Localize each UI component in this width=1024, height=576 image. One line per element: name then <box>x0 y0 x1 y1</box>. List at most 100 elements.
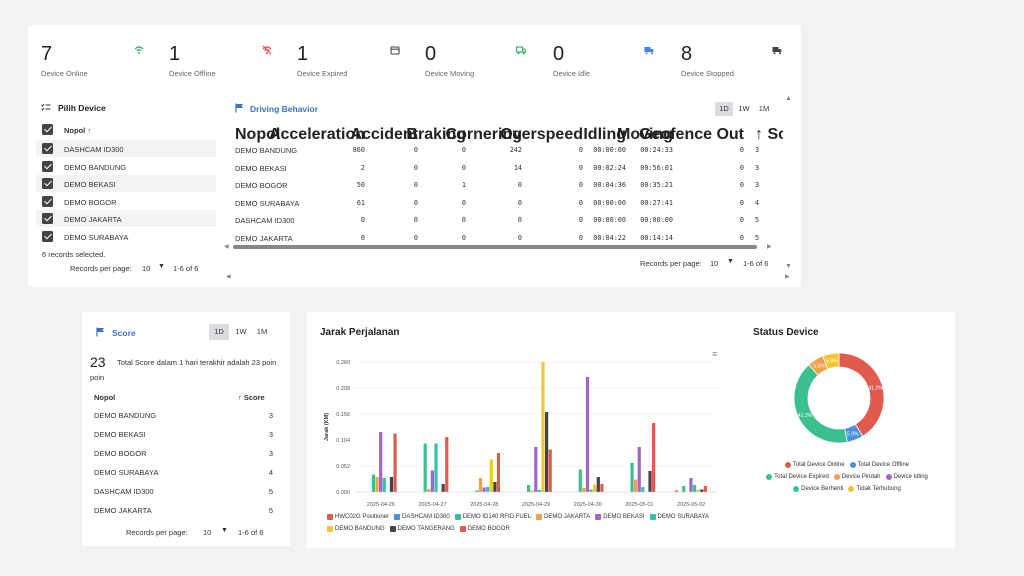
table-row[interactable]: DEMO BANDUNG 860 0 0 242 0 00:00:00 00:24:33 0 3 <box>223 143 783 160</box>
bar[interactable] <box>593 484 597 493</box>
list-item[interactable]: DASHCAM ID300 <box>36 140 216 157</box>
row-checkbox[interactable] <box>42 230 53 242</box>
bar[interactable] <box>700 489 704 493</box>
bar[interactable] <box>527 485 531 492</box>
donut-slice[interactable] <box>822 352 840 370</box>
legend-item[interactable]: DEMO JAKARTA <box>536 512 590 522</box>
table-row[interactable]: DEMO JAKARTA 5 <box>82 503 290 521</box>
menu-icon[interactable]: ≡ <box>712 349 718 359</box>
column-header[interactable]: Accident <box>350 126 418 143</box>
select-all-checkbox[interactable] <box>42 124 53 135</box>
bar[interactable] <box>652 423 656 492</box>
bar[interactable] <box>585 377 590 492</box>
bar[interactable] <box>371 474 376 493</box>
tab-1m[interactable]: 1M <box>256 327 268 336</box>
bar[interactable] <box>389 477 394 492</box>
legend-item[interactable]: DEMO ID140 RFID FUEL <box>454 512 531 522</box>
row-checkbox[interactable] <box>42 178 53 189</box>
column-header[interactable]: Geofence Out <box>639 126 744 143</box>
donut-slice[interactable] <box>838 352 885 437</box>
legend-item[interactable]: DEMO TANGERANG <box>389 524 455 534</box>
column-header[interactable]: Acceleration <box>268 126 365 143</box>
column-header[interactable]: Moving <box>617 126 673 143</box>
column-header-score[interactable]: ↑ Score <box>238 393 265 402</box>
bar[interactable] <box>486 487 490 492</box>
scroll-left-arrow[interactable]: ◀ <box>226 274 231 280</box>
scroll-up-arrow[interactable]: ▲ <box>785 95 792 102</box>
column-header[interactable]: ↑ Score <box>755 126 783 143</box>
row-checkbox[interactable] <box>42 195 53 207</box>
bar[interactable] <box>600 484 604 492</box>
scroll-left-arrow[interactable]: ◀ <box>224 244 229 250</box>
legend-item[interactable]: Total Device Online <box>784 460 845 470</box>
table-row[interactable]: DEMO JAKARTA 0 0 0 0 0 00:04:22 00:14:14 0 5 <box>223 231 783 248</box>
scroll-right-arrow[interactable]: ▶ <box>785 274 790 280</box>
tab-1w[interactable]: 1W <box>738 104 750 113</box>
bar[interactable] <box>548 449 552 493</box>
bar[interactable] <box>423 443 427 493</box>
bar[interactable] <box>682 486 686 492</box>
bar[interactable] <box>596 477 600 492</box>
table-row[interactable]: DEMO BANDUNG 3 <box>82 408 290 426</box>
row-checkbox[interactable] <box>42 160 53 172</box>
legend-item[interactable]: DEMO BOGOR <box>459 524 510 534</box>
rpp-select[interactable]: 10 <box>203 528 212 537</box>
bar[interactable] <box>496 453 501 492</box>
scroll-right-arrow[interactable]: ▶ <box>767 244 772 250</box>
table-row[interactable]: DEMO SURABAYA 4 <box>82 465 290 483</box>
column-header[interactable]: Overspeed <box>500 126 583 143</box>
chevron-down-icon[interactable]: ▼ <box>727 258 734 265</box>
bar[interactable] <box>689 478 693 492</box>
legend-item[interactable]: DEMO BANDUNG <box>327 524 385 534</box>
table-row[interactable]: DASHCAM ID300 5 <box>82 484 290 502</box>
legend-item[interactable]: Device Idling <box>885 472 928 482</box>
tab-1d[interactable]: 1D <box>209 324 229 340</box>
bar[interactable] <box>478 478 483 492</box>
legend-item[interactable]: Total Device Expired <box>766 472 829 482</box>
donut-slice[interactable] <box>793 364 848 444</box>
bar[interactable] <box>534 447 538 492</box>
bar[interactable] <box>445 437 449 492</box>
bar[interactable] <box>375 477 379 492</box>
table-row[interactable]: DEMO BEKASI 3 <box>82 427 290 445</box>
bar[interactable] <box>427 489 431 492</box>
column-header[interactable]: Nopol <box>235 126 281 143</box>
bar[interactable] <box>578 469 582 493</box>
bar[interactable] <box>545 412 549 492</box>
scroll-down-arrow[interactable]: ▼ <box>785 263 792 270</box>
list-item[interactable]: DEMO BEKASI <box>36 175 216 192</box>
row-checkbox[interactable] <box>42 213 53 224</box>
rpp-select[interactable]: 10 <box>710 259 719 268</box>
legend-item[interactable]: Total Device Offline <box>849 460 909 470</box>
row-checkbox[interactable] <box>42 143 53 154</box>
chevron-down-icon[interactable]: ▼ <box>158 263 165 270</box>
rpp-select[interactable]: 10 <box>142 264 151 273</box>
column-header[interactable]: Braking <box>406 126 466 143</box>
tab-1m[interactable]: 1M <box>758 104 770 113</box>
column-header-nopol[interactable]: Nopol <box>94 393 116 402</box>
bar[interactable] <box>434 443 438 493</box>
bar[interactable] <box>493 482 497 492</box>
bar[interactable] <box>630 463 634 492</box>
bar[interactable] <box>393 433 397 493</box>
bar[interactable] <box>692 485 697 492</box>
legend-item[interactable]: Device Pindah <box>833 472 881 482</box>
bar[interactable] <box>482 487 486 493</box>
bar[interactable] <box>537 490 541 492</box>
bar[interactable] <box>648 471 652 492</box>
bar[interactable] <box>674 490 679 493</box>
column-header[interactable]: Cornering <box>445 126 522 143</box>
bar[interactable] <box>637 447 641 492</box>
horizontal-scrollbar[interactable] <box>233 245 757 249</box>
legend-item[interactable]: Device Berhenti <box>793 484 843 494</box>
bar[interactable] <box>589 489 593 493</box>
bar[interactable] <box>703 486 707 492</box>
table-row[interactable]: DEMO SURABAYA 61 0 0 0 0 00:00:00 00:27:41 0 4 <box>223 196 783 213</box>
table-row[interactable]: DASHCAM ID300 0 0 0 0 0 00:00:00 00:00:00 0 5 <box>223 213 783 230</box>
column-header[interactable]: Idling <box>583 126 626 143</box>
table-row[interactable]: DEMO BOGOR 3 <box>82 446 290 464</box>
list-item[interactable]: DEMO SURABAYA <box>36 228 216 245</box>
bar[interactable] <box>441 484 445 492</box>
list-item[interactable]: DEMO JAKARTA <box>36 210 216 227</box>
legend-item[interactable]: HWC02G Positioner <box>327 512 389 522</box>
